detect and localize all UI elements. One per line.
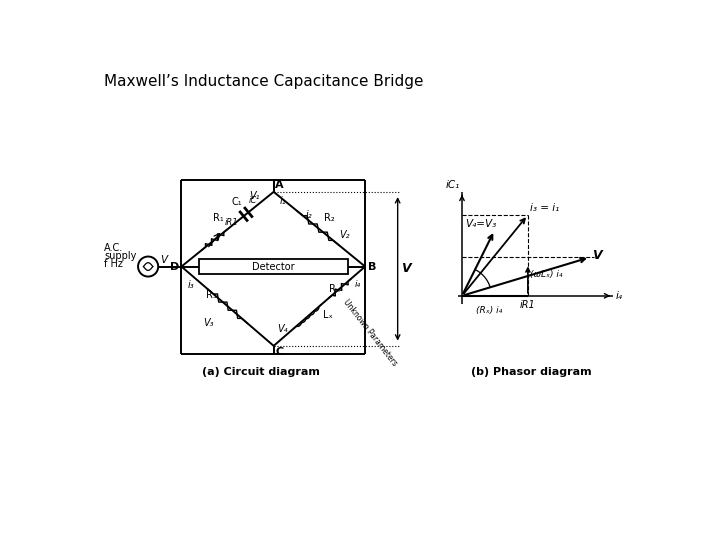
Text: i₄: i₄ bbox=[355, 280, 361, 289]
Text: V: V bbox=[593, 249, 602, 262]
Text: Detector: Detector bbox=[252, 261, 294, 272]
Text: V₄=V₃: V₄=V₃ bbox=[465, 219, 496, 229]
Text: i₂: i₂ bbox=[305, 210, 312, 220]
Text: V₃: V₃ bbox=[203, 318, 214, 328]
Text: i₃: i₃ bbox=[188, 280, 194, 291]
Text: i₁: i₁ bbox=[280, 195, 287, 206]
Text: iC₁: iC₁ bbox=[446, 179, 459, 190]
Text: f Hz: f Hz bbox=[104, 259, 123, 269]
Text: R₂: R₂ bbox=[324, 213, 335, 223]
Text: i₃ = i₁: i₃ = i₁ bbox=[530, 202, 559, 213]
Text: V: V bbox=[160, 255, 167, 265]
Text: i₄: i₄ bbox=[616, 291, 623, 301]
Text: (ωLₓ) i₄: (ωLₓ) i₄ bbox=[530, 270, 563, 279]
Text: Lₓ: Lₓ bbox=[323, 310, 333, 320]
Text: D: D bbox=[170, 261, 179, 272]
Text: R₁: R₁ bbox=[213, 213, 224, 223]
Text: Maxwell’s Inductance Capacitance Bridge: Maxwell’s Inductance Capacitance Bridge bbox=[104, 74, 423, 89]
Text: (Rₓ) i₄: (Rₓ) i₄ bbox=[476, 306, 503, 315]
Text: Unknown Parameters: Unknown Parameters bbox=[341, 298, 399, 368]
Text: Rₓ: Rₓ bbox=[329, 284, 340, 294]
Text: V: V bbox=[401, 262, 410, 275]
Text: R₃: R₃ bbox=[206, 290, 217, 300]
Text: iC: iC bbox=[248, 196, 256, 205]
Text: V₁: V₁ bbox=[249, 191, 260, 201]
Text: B: B bbox=[368, 261, 377, 272]
Bar bbox=[199, 259, 348, 274]
Text: C₁: C₁ bbox=[232, 197, 242, 207]
Text: iR1: iR1 bbox=[520, 300, 536, 309]
Text: V₂: V₂ bbox=[339, 230, 350, 240]
Text: C: C bbox=[275, 347, 284, 357]
Text: supply: supply bbox=[104, 251, 136, 261]
Text: V₄: V₄ bbox=[277, 325, 288, 334]
Text: (b) Phasor diagram: (b) Phasor diagram bbox=[472, 367, 592, 376]
Text: (a) Circuit diagram: (a) Circuit diagram bbox=[202, 367, 320, 376]
Text: A.C.: A.C. bbox=[104, 244, 123, 253]
Text: iR1: iR1 bbox=[225, 218, 238, 227]
Text: A: A bbox=[275, 179, 284, 190]
